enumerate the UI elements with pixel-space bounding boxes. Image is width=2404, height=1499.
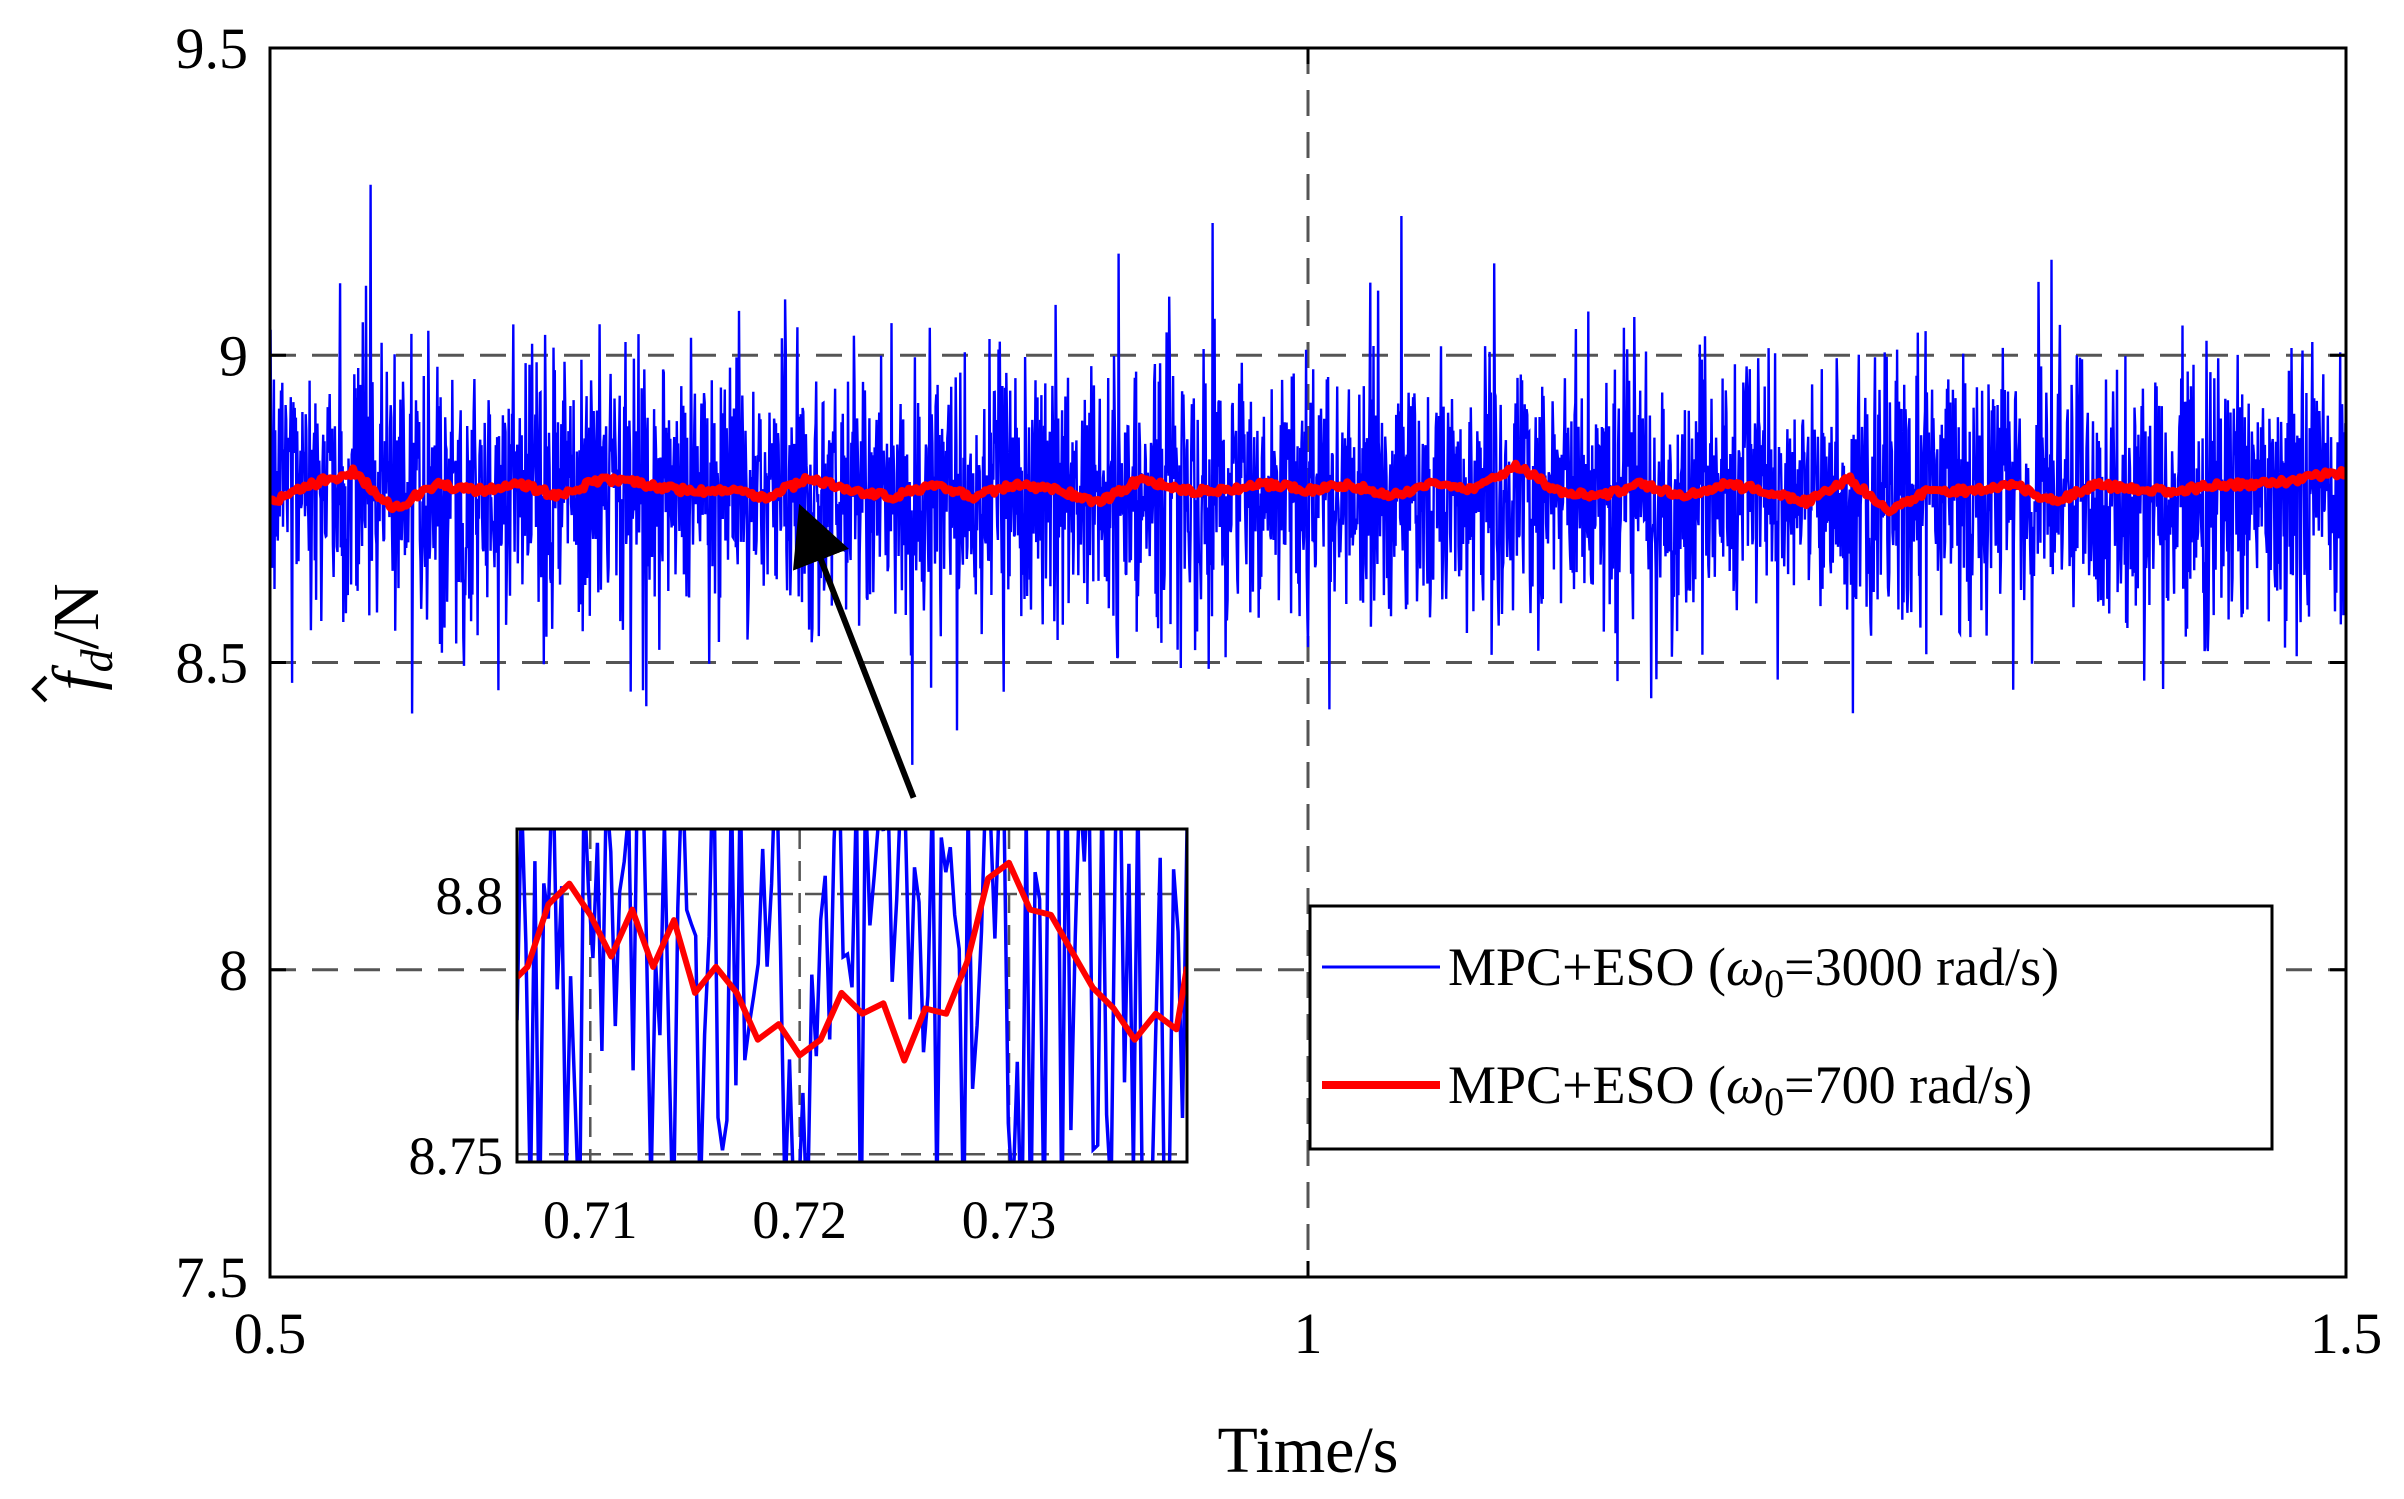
legend-label-red-prefix: MPC+ESO ( — [1448, 1055, 1726, 1115]
legend-label-blue-omega: ω — [1726, 937, 1764, 997]
x-tick-labels: 0.5 1 1.5 — [234, 1301, 2383, 1366]
y-tick-label-4: 9.5 — [176, 16, 249, 81]
inset-series-line-blue — [517, 829, 1187, 1162]
x-axis-label: Time/s — [1218, 1414, 1399, 1487]
inset-x-tick-labels: 0.71 0.72 0.73 — [543, 1190, 1056, 1250]
y-axis-label-hat — [31, 675, 48, 703]
inset-y-tick-label-1: 8.8 — [436, 866, 504, 926]
inset-y-tick-labels: 8.75 8.8 — [409, 866, 504, 1186]
legend-label-red-suffix: =700 rad/s) — [1784, 1055, 2032, 1115]
y-axis-label-subscript: d — [71, 648, 122, 672]
y-tick-label-0: 7.5 — [176, 1245, 249, 1310]
y-tick-label-2: 8.5 — [176, 631, 249, 696]
x-tick-label-1: 1 — [1294, 1301, 1323, 1366]
svg-text:fd/N: fd/N — [40, 583, 122, 690]
annotation-arrow — [792, 503, 917, 799]
legend-label-blue-subscript: 0 — [1764, 961, 1784, 1006]
legend: MPC+ESO (ω0=3000 rad/s) MPC+ESO (ω0=700 … — [1308, 904, 2274, 1151]
inset-frame — [515, 827, 1189, 1164]
inset-panel: 8.75 8.8 0.71 0.72 0.73 — [409, 827, 1189, 1250]
y-axis-label: fd/N — [31, 583, 122, 703]
inset-x-tick-label-0: 0.71 — [543, 1190, 638, 1250]
inset-x-tick-label-2: 0.73 — [962, 1190, 1057, 1250]
inset-x-tick-label-1: 0.72 — [752, 1190, 847, 1250]
legend-label-red-omega: ω — [1726, 1055, 1764, 1115]
legend-label-red: MPC+ESO (ω0=700 rad/s) — [1448, 1055, 2032, 1124]
legend-label-blue-prefix: MPC+ESO ( — [1448, 937, 1726, 997]
legend-label-red-subscript: 0 — [1764, 1079, 1784, 1124]
legend-label-blue: MPC+ESO (ω0=3000 rad/s) — [1448, 937, 2059, 1006]
x-tick-label-0: 0.5 — [234, 1301, 307, 1366]
legend-label-blue-suffix: =3000 rad/s) — [1784, 937, 2059, 997]
legend-box — [1308, 904, 2274, 1151]
axis-ticks — [268, 46, 2348, 1279]
y-axis-label-suffix: /N — [40, 583, 113, 649]
y-tick-label-3: 9 — [219, 323, 248, 388]
series-line-red — [270, 459, 2346, 517]
y-tick-labels: 7.5 8 8.5 9 9.5 — [176, 16, 249, 1310]
x-tick-label-2: 1.5 — [2310, 1301, 2383, 1366]
series-line-blue — [270, 184, 2346, 765]
y-tick-label-1: 8 — [219, 938, 248, 1003]
inset-y-tick-label-0: 8.75 — [409, 1126, 504, 1186]
inset-series-line-red — [517, 859, 1187, 1064]
